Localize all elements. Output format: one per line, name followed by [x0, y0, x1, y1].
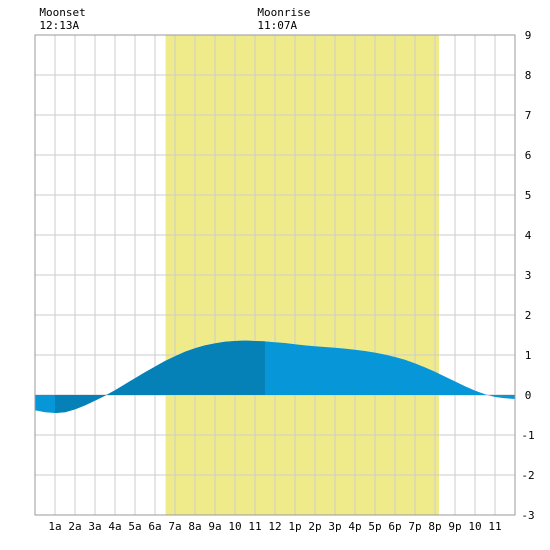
x-tick-label: 6p	[388, 520, 401, 533]
y-tick-label: 0	[525, 389, 532, 402]
moon-event-time: 12:13A	[39, 19, 79, 32]
x-tick-label: 10	[468, 520, 481, 533]
x-tick-label: 2p	[308, 520, 321, 533]
x-tick-label: 4a	[108, 520, 121, 533]
axes-layer: 1a 2a 3a 4a 5a 6a 7a 8a 9a 10 11 12 1p 2p 3p 4p 5p 6p 7p 8p…	[34, 29, 535, 533]
moon-event-label: Moonset	[39, 6, 85, 19]
y-tick-label: 3	[525, 269, 532, 282]
x-tick-label: 8a	[188, 520, 201, 533]
x-tick-label: 9p	[448, 520, 461, 533]
x-tick-label: 1p	[288, 520, 301, 533]
x-tick-label: 6a	[148, 520, 161, 533]
grid-layer	[35, 34, 515, 516]
x-tick-label: 11	[488, 520, 501, 533]
x-tick-label: 12	[268, 520, 281, 533]
tide-area-highlight	[55, 340, 265, 413]
x-tick-label: 5a	[128, 520, 141, 533]
x-tick-label: 9a	[208, 520, 221, 533]
y-tick-label: 4	[525, 229, 532, 242]
y-tick-label: 6	[525, 149, 532, 162]
y-tick-label: 8	[525, 69, 532, 82]
y-tick-label: -1	[521, 429, 534, 442]
y-tick-label: 1	[525, 349, 532, 362]
y-tick-label: 5	[525, 189, 532, 202]
y-tick-label: -2	[521, 469, 534, 482]
y-tick-label: -3	[521, 509, 534, 522]
y-tick-label: 2	[525, 309, 532, 322]
x-tick-label: 3p	[328, 520, 341, 533]
x-tick-label: 11	[248, 520, 261, 533]
y-tick-label: 9	[525, 29, 532, 42]
x-tick-label: 10	[228, 520, 241, 533]
x-tick-label: 4p	[348, 520, 361, 533]
plot-border	[34, 34, 516, 516]
x-tick-label: 2a	[68, 520, 81, 533]
moon-event-time: 11:07A	[257, 19, 297, 32]
x-tick-label: 7p	[408, 520, 421, 533]
x-tick-label: 8p	[428, 520, 441, 533]
x-tick-label: 1a	[48, 520, 61, 533]
tide-area-layer	[35, 340, 515, 413]
x-tick-label: 7a	[168, 520, 181, 533]
x-tick-label: 5p	[368, 520, 381, 533]
y-tick-label: 7	[525, 109, 532, 122]
moon-event-label: Moonrise	[257, 6, 310, 19]
x-tick-label: 3a	[88, 520, 101, 533]
